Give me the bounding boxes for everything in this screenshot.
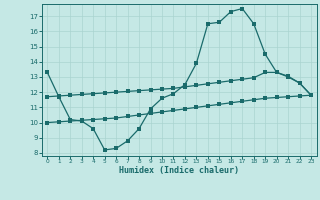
X-axis label: Humidex (Indice chaleur): Humidex (Indice chaleur) (119, 166, 239, 175)
